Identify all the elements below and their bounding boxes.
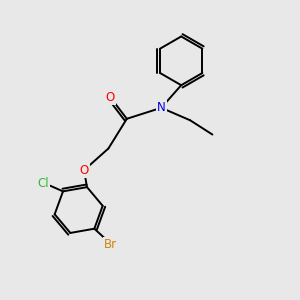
Text: Br: Br (104, 238, 117, 251)
Text: O: O (80, 164, 88, 177)
Text: O: O (106, 91, 115, 104)
Text: Cl: Cl (38, 176, 50, 190)
Text: N: N (157, 101, 166, 114)
